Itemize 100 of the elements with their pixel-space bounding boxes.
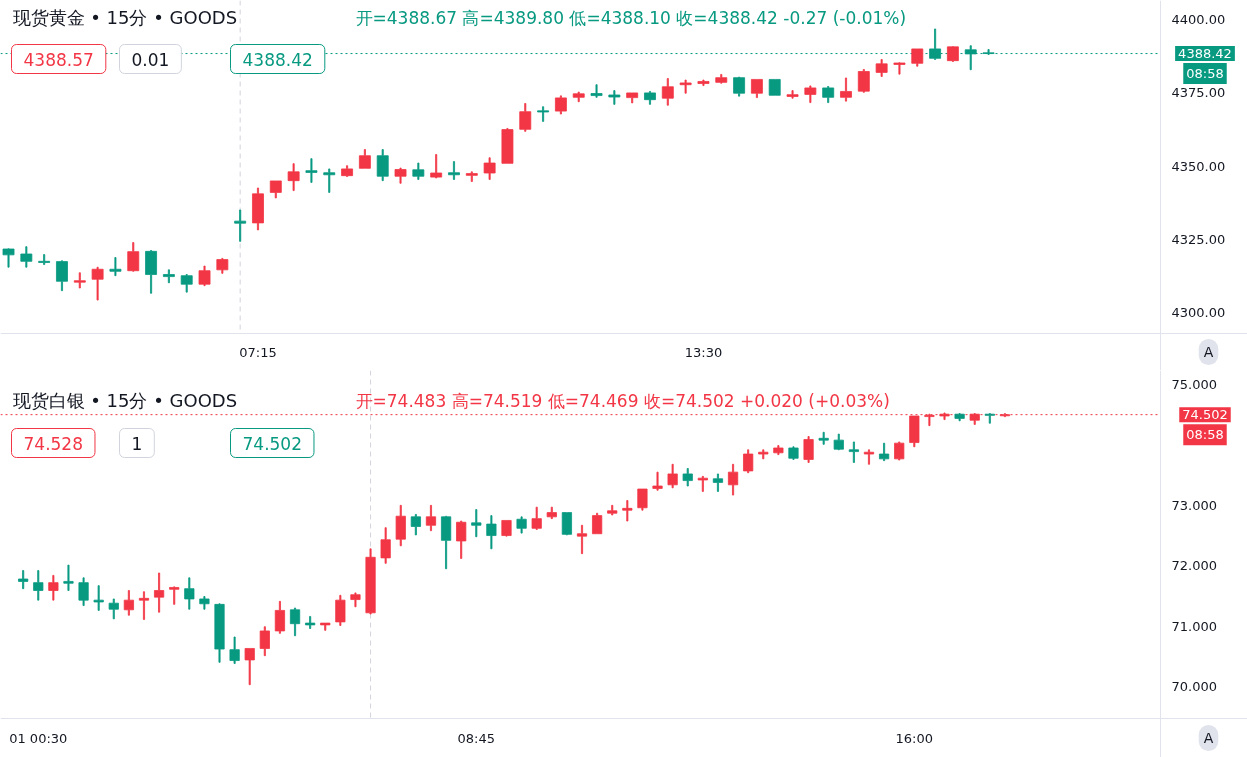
candlestick xyxy=(857,69,870,93)
candlestick xyxy=(833,433,844,451)
candlestick xyxy=(715,74,728,84)
chart-subtitle: 开=4388.67 高=4389.80 低=4388.10 收=4388.42 -0.27 (-0.01%) xyxy=(355,7,907,28)
candlestick xyxy=(376,149,389,182)
annotation: 0.01 xyxy=(131,49,170,70)
candlestick xyxy=(274,600,286,634)
candlestick xyxy=(78,577,89,606)
candlestick xyxy=(48,574,59,601)
candlestick xyxy=(93,585,104,611)
candlestick xyxy=(56,260,68,292)
candlestick xyxy=(875,59,888,77)
text: 08:58 xyxy=(1186,427,1224,443)
candlestick xyxy=(394,167,407,184)
candlestick xyxy=(305,158,318,183)
y-tick-label: 4325.00 xyxy=(1171,232,1226,248)
chart-title: 现货黄金 • 15分 • GOODS xyxy=(12,7,238,28)
candlestick xyxy=(289,607,301,637)
candlestick xyxy=(516,516,527,534)
candlestick xyxy=(590,84,603,98)
candlestick xyxy=(425,504,437,532)
candlestick xyxy=(840,77,852,102)
candlestick xyxy=(169,586,180,605)
y-tick-label: 4400.00 xyxy=(1171,12,1226,28)
candlestick xyxy=(626,92,639,104)
candlestick xyxy=(984,413,995,424)
candlestick xyxy=(946,46,959,62)
candlestick xyxy=(269,180,282,199)
x-tick-label: 01 00:30 xyxy=(9,730,68,746)
candlestick xyxy=(679,79,692,94)
y-tick-label: 72.000 xyxy=(1171,558,1217,574)
candlestick xyxy=(184,577,195,610)
candlestick xyxy=(727,463,739,496)
candlestick xyxy=(20,246,33,268)
candlestick xyxy=(712,473,724,492)
x-tick-label: 13:30 xyxy=(684,344,723,360)
y-tick-label: 4300.00 xyxy=(1171,305,1226,321)
candlestick xyxy=(879,442,890,462)
candlestick xyxy=(198,265,211,287)
y-tick-label: 75.000 xyxy=(1171,377,1217,393)
candlestick xyxy=(572,91,585,103)
candlestick xyxy=(768,79,781,96)
x-tick-label: 07:15 xyxy=(239,344,277,360)
candlestick xyxy=(234,209,247,242)
candlestick xyxy=(667,463,678,489)
candlestick xyxy=(743,449,754,474)
text: 现货白银 • 15分 • GOODS xyxy=(12,390,238,411)
annotation: 74.528 xyxy=(23,433,83,454)
annotation: 4388.42 xyxy=(242,49,313,70)
candlestick xyxy=(162,269,175,284)
candlestick xyxy=(229,636,240,664)
candlestick xyxy=(863,449,875,465)
candlestick xyxy=(287,163,300,192)
candlestick xyxy=(773,445,784,456)
candlestick xyxy=(818,431,829,445)
text: 08:58 xyxy=(1186,66,1224,82)
candlestick xyxy=(911,48,924,67)
text: A xyxy=(1203,730,1214,746)
candlestick xyxy=(788,446,799,460)
candlestick xyxy=(786,90,799,99)
candlestick xyxy=(154,572,165,613)
candlestick xyxy=(305,616,316,629)
candlestick xyxy=(252,187,264,231)
annotation: 4388.57 xyxy=(23,49,94,70)
x-tick-label: 08:45 xyxy=(457,730,496,746)
candlestick xyxy=(465,171,478,182)
y-tick-label: 73.000 xyxy=(1171,497,1217,513)
y-tick-label: 4350.00 xyxy=(1171,158,1226,174)
candlestick xyxy=(954,413,965,422)
candlestick xyxy=(91,266,104,301)
candlestick xyxy=(410,514,421,536)
candlestick xyxy=(109,257,122,277)
y-tick-label: 70.000 xyxy=(1171,679,1217,694)
candlestick xyxy=(320,622,331,631)
candlestick xyxy=(471,509,482,538)
candlestick xyxy=(365,548,376,615)
candlestick xyxy=(661,78,674,106)
candlestick xyxy=(733,76,746,97)
candlestick xyxy=(456,520,467,559)
annotation: 74.502 xyxy=(242,433,302,454)
candlestick xyxy=(486,515,497,550)
candlestick xyxy=(138,591,150,620)
candlestick xyxy=(804,85,817,103)
candlestick xyxy=(483,157,496,180)
candlestick xyxy=(501,128,514,164)
candlestick xyxy=(395,504,406,547)
candlestick xyxy=(822,86,835,103)
candlestick xyxy=(341,165,353,177)
candlestick xyxy=(33,570,44,601)
candlestick xyxy=(608,90,621,105)
candlestick xyxy=(848,441,859,463)
candlestick xyxy=(145,250,157,294)
y-tick-label: 4375.00 xyxy=(1171,85,1226,101)
candlestick xyxy=(18,570,29,590)
candlestick xyxy=(893,62,906,75)
text: A xyxy=(1203,344,1214,360)
candlestick xyxy=(750,79,763,99)
candlestick xyxy=(358,149,371,169)
candlestick xyxy=(554,95,567,115)
candlestick xyxy=(2,248,15,268)
